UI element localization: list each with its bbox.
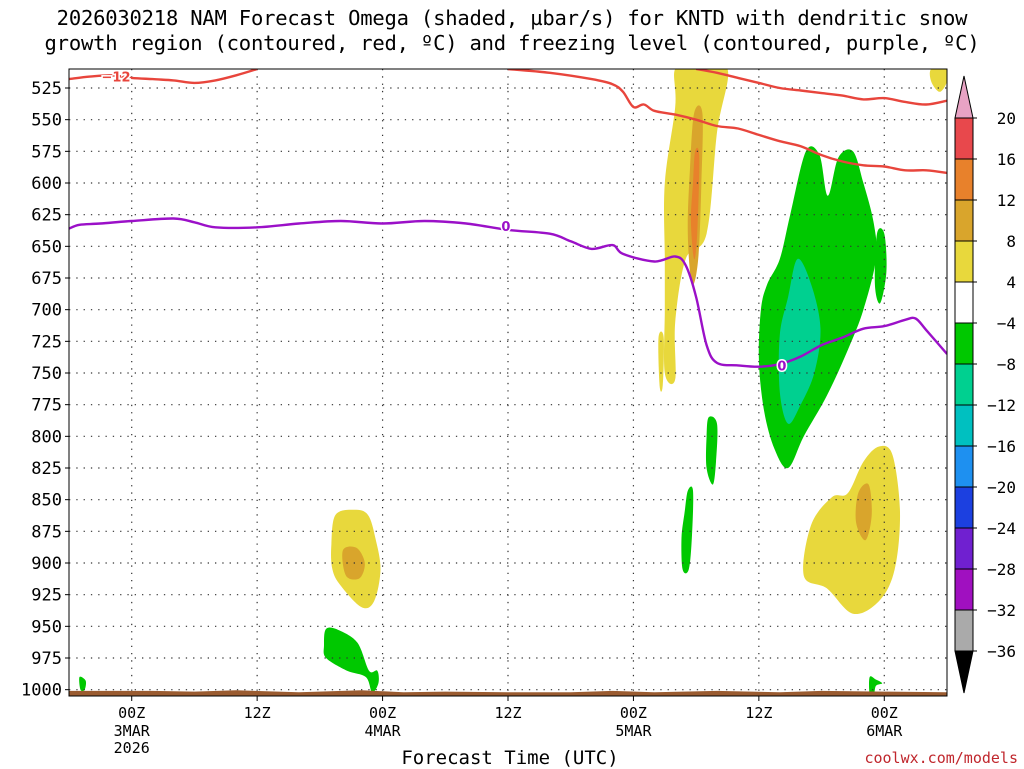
omega-region-2 <box>690 147 700 260</box>
omega-region-14 <box>323 627 379 693</box>
colorbar-label: −16 <box>987 437 1016 456</box>
y-tick-label: 725 <box>31 332 62 352</box>
contours: −12 0 0 <box>69 69 947 376</box>
colorbar-label: −20 <box>987 478 1016 497</box>
omega-region-13 <box>681 486 694 574</box>
chart-title: 2026030218 NAM Forecast Omega (shaded, µ… <box>44 6 980 55</box>
omega-region-7 <box>803 445 901 615</box>
terrain-fill <box>69 690 947 696</box>
colorbar-band <box>954 117 974 160</box>
colorbar-cap-top <box>954 75 974 119</box>
x-tick-sublabel: 5MAR <box>615 722 652 740</box>
dgz-contour-upper <box>69 69 258 85</box>
x-tick-sublabel: 6MAR <box>866 722 903 740</box>
grid <box>69 69 947 696</box>
omega-region-15 <box>79 676 87 692</box>
omega-region-10 <box>874 228 887 304</box>
omega-shading <box>69 69 947 696</box>
omega-region-6 <box>342 546 365 580</box>
dgz-contour-upper-right <box>695 69 947 106</box>
colorbar-label: 8 <box>1006 232 1016 251</box>
colorbar-band <box>954 486 974 529</box>
colorbar-band <box>954 240 974 283</box>
colorbar-band <box>954 404 974 447</box>
colorbar-band <box>954 609 974 652</box>
y-tick-label: 975 <box>31 649 62 669</box>
x-tick-sublabel: 2026 <box>114 739 150 757</box>
colorbar-band <box>954 199 974 242</box>
y-tick-label: 800 <box>31 427 62 447</box>
colorbar-band <box>954 445 974 488</box>
colorbar-band <box>954 363 974 406</box>
x-tick-label: 00Z <box>620 704 647 722</box>
y-tick-label: 550 <box>31 111 62 131</box>
colorbar-cap-bottom <box>954 650 974 694</box>
colorbar-band <box>954 527 974 570</box>
colorbar-label: 12 <box>997 191 1016 210</box>
colorbar-label: −36 <box>987 642 1016 661</box>
colorbar-band <box>954 158 974 201</box>
x-tick-label: 12Z <box>244 704 271 722</box>
y-tick-label: 625 <box>31 206 62 226</box>
colorbar-label: −28 <box>987 560 1016 579</box>
freezing-level-contour <box>69 217 947 368</box>
x-tick-label: 00Z <box>118 704 145 722</box>
colorbar: 20 16 12 8 4 −4 −8 −12 −16 −20 −24 −28 −32 −36 <box>954 75 1016 694</box>
y-tick-label: 600 <box>31 174 62 194</box>
freezing-label-left: 0 <box>501 220 510 235</box>
y-tick-label: 950 <box>31 617 62 637</box>
y-tick-label: 675 <box>31 269 62 289</box>
y-tick-label: 875 <box>31 522 62 542</box>
freezing-label-right: 0 <box>777 359 786 374</box>
x-tick-label: 00Z <box>871 704 898 722</box>
colorbar-band <box>954 281 974 324</box>
dgz-contour-label: −12 <box>102 70 131 85</box>
y-axis: 525 550 575 600 625 650 675 700 725 750 775 800 825 8… <box>21 79 69 701</box>
colorbar-label: 4 <box>1006 273 1016 292</box>
y-tick-label: 700 <box>31 301 62 321</box>
omega-region-16 <box>869 676 883 696</box>
x-axis-label: Forecast Time (UTC) <box>401 747 619 769</box>
y-tick-label: 1000 <box>21 681 62 701</box>
y-tick-label: 650 <box>31 237 62 257</box>
colorbar-label: 20 <box>997 109 1016 128</box>
colorbar-label: −32 <box>987 601 1016 620</box>
y-tick-label: 750 <box>31 364 62 384</box>
credit-text: coolwx.com/models <box>864 749 1018 767</box>
colorbar-label: −4 <box>997 314 1016 333</box>
dgz-contour-lower <box>507 69 947 175</box>
omega-region-8 <box>855 483 872 541</box>
y-tick-label: 775 <box>31 396 62 416</box>
x-tick-sublabel: 4MAR <box>365 722 402 740</box>
colorbar-label: −8 <box>997 355 1016 374</box>
colorbar-label: −24 <box>987 519 1016 538</box>
x-tick-label: 12Z <box>494 704 521 722</box>
y-tick-label: 825 <box>31 459 62 479</box>
x-tick-label: 12Z <box>745 704 772 722</box>
y-tick-label: 900 <box>31 554 62 574</box>
colorbar-band <box>954 568 974 611</box>
colorbar-label: 16 <box>997 150 1016 169</box>
y-tick-label: 525 <box>31 79 62 99</box>
y-tick-label: 850 <box>31 491 62 511</box>
y-tick-label: 925 <box>31 586 62 606</box>
omega-region-4 <box>929 69 947 92</box>
omega-region-3 <box>658 331 664 392</box>
y-tick-label: 575 <box>31 142 62 162</box>
colorbar-band <box>954 322 974 365</box>
colorbar-label: −12 <box>987 396 1016 415</box>
x-tick-label: 00Z <box>369 704 396 722</box>
omega-region-12 <box>706 416 718 485</box>
x-tick-sublabel: 3MAR <box>114 722 151 740</box>
